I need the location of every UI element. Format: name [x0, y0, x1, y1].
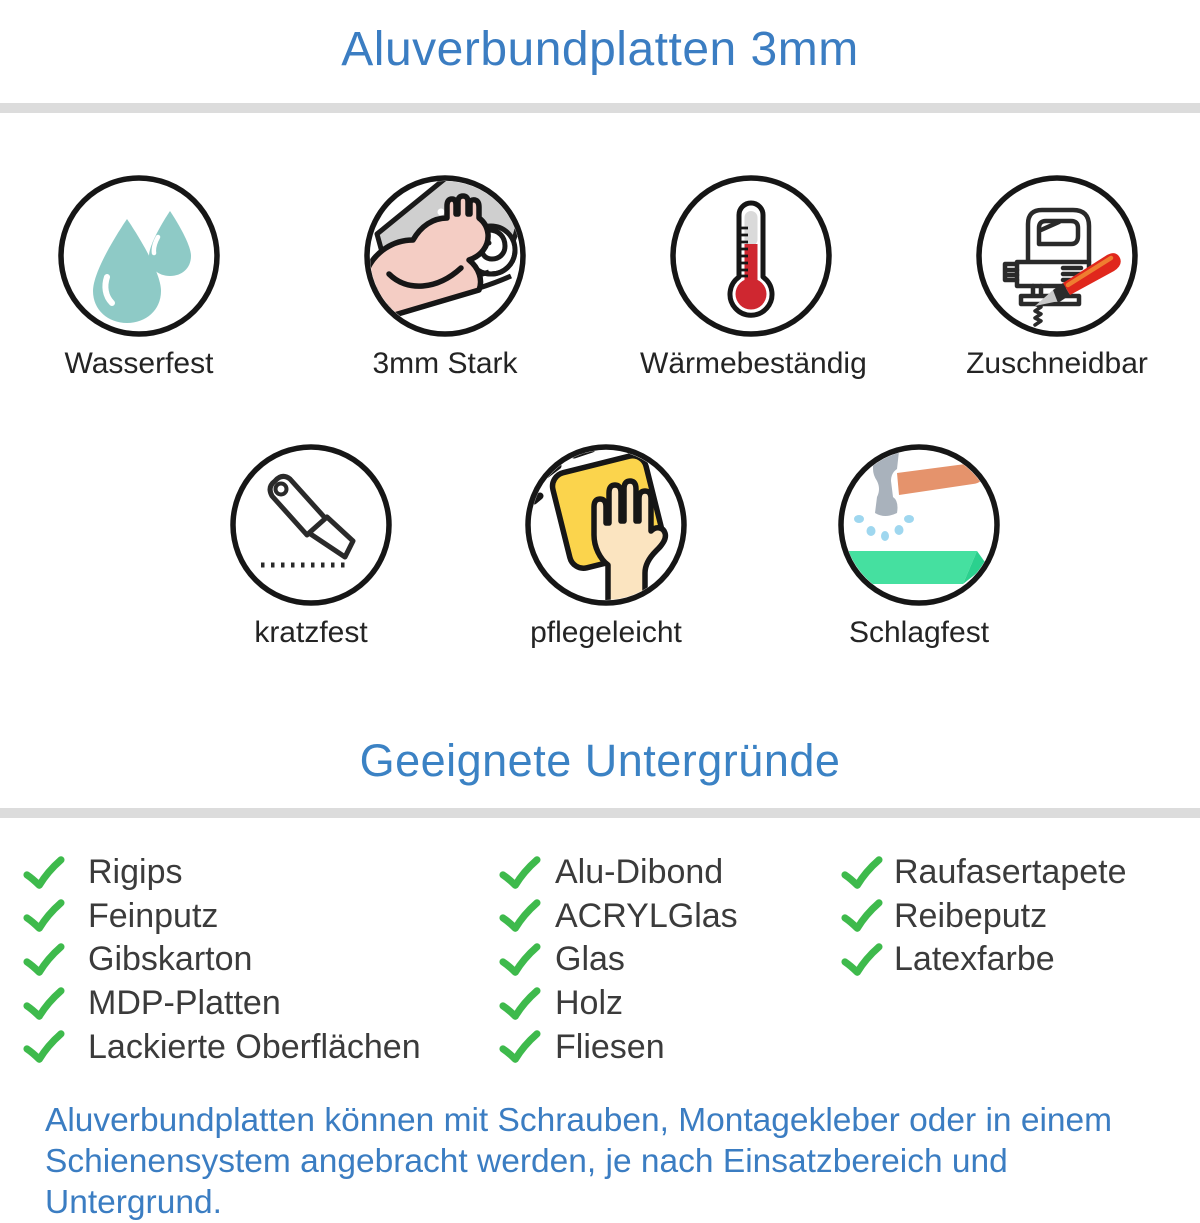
- page-title: Aluverbundplatten 3mm: [341, 23, 859, 76]
- feature-pflegeleicht: pflegeleicht: [495, 443, 717, 650]
- list-item: Rigips: [22, 851, 421, 895]
- hammer-impact-icon: [838, 444, 1000, 606]
- water-drops-icon: [58, 175, 220, 337]
- list-item: Alu-Dibond: [498, 851, 738, 895]
- feature-wasserfest: Wasserfest: [28, 174, 250, 381]
- section-title: Geeignete Untergründe: [359, 735, 841, 786]
- substrate-label: Lackierte Oberflächen: [88, 1027, 421, 1066]
- substrate-label: Holz: [555, 984, 624, 1023]
- utility-knife-icon: [230, 444, 392, 606]
- flexed-arm-roll-icon: [364, 175, 526, 337]
- list-item: Reibeputz: [840, 895, 1127, 939]
- checkmark-icon: [841, 856, 883, 889]
- footer-line-2: Schienensystem angebracht werden, je nac…: [45, 1143, 1008, 1221]
- checkmark-icon: [841, 943, 883, 976]
- feature-zuschneidbar: Zuschneidbar: [946, 174, 1168, 381]
- substrate-column-3: Raufasertapete Reibeputz Latexfarbe: [840, 851, 1127, 982]
- list-item: Gibskarton: [22, 938, 421, 982]
- list-item: Fliesen: [498, 1025, 738, 1069]
- checkmark-icon: [23, 943, 65, 976]
- list-item: MDP-Platten: [22, 982, 421, 1026]
- list-item: Raufasertapete: [840, 851, 1127, 895]
- feature-schlagfest: Schlagfest: [808, 443, 1030, 650]
- substrate-label: Feinputz: [88, 896, 219, 935]
- substrate-label: Alu-Dibond: [555, 853, 724, 892]
- footer-note: Aluverbundplatten können mit Schrauben, …: [45, 1100, 1175, 1223]
- substrate-column-2: Alu-Dibond ACRYLGlas Glas Holz Fliesen: [498, 851, 738, 1069]
- substrate-column-1: Rigips Feinputz Gibskarton MDP-Platten L…: [22, 851, 421, 1069]
- substrate-label: Glas: [555, 940, 625, 979]
- substrate-label: ACRYLGlas: [555, 896, 738, 935]
- feature-label: Wärmebeständig: [640, 347, 867, 380]
- feature-kratzfest: kratzfest: [200, 443, 422, 650]
- feature-label: Zuschneidbar: [966, 347, 1148, 380]
- checkmark-icon: [841, 899, 883, 933]
- feature-label: Wasserfest: [64, 347, 214, 380]
- checkmark-icon: [23, 856, 65, 889]
- feature-label: 3mm Stark: [372, 347, 518, 380]
- feature-3mm-stark: 3mm Stark: [334, 174, 556, 381]
- checkmark-icon: [23, 1030, 65, 1063]
- list-item: ACRYLGlas: [498, 895, 738, 939]
- hand-cloth-icon: [525, 444, 687, 606]
- checkmark-icon: [499, 856, 541, 889]
- substrate-label: Fliesen: [555, 1027, 665, 1066]
- checkmark-icon: [499, 986, 541, 1020]
- feature-waermebestaendig: Wärmebeständig: [640, 174, 867, 381]
- checkmark-icon: [499, 1030, 541, 1063]
- substrate-label: Gibskarton: [88, 940, 253, 979]
- checkmark-icon: [23, 986, 65, 1020]
- footer-line-1: Aluverbundplatten können mit Schrauben, …: [45, 1102, 1113, 1139]
- list-item: Latexfarbe: [840, 938, 1127, 982]
- feature-label: pflegeleicht: [530, 616, 682, 649]
- list-item: Lackierte Oberflächen: [22, 1025, 421, 1069]
- list-item: Holz: [498, 982, 738, 1026]
- jigsaw-cutter-icon: [976, 175, 1138, 337]
- list-item: Glas: [498, 938, 738, 982]
- checkmark-icon: [499, 899, 541, 933]
- substrate-label: Raufasertapete: [894, 853, 1127, 892]
- feature-label: Schlagfest: [848, 616, 990, 649]
- feature-label: kratzfest: [254, 616, 368, 649]
- checkmark-icon: [23, 899, 65, 933]
- thermometer-icon: [670, 175, 832, 337]
- substrate-label: MDP-Platten: [88, 984, 281, 1023]
- substrate-label: Latexfarbe: [894, 940, 1055, 979]
- checkmark-icon: [499, 943, 541, 976]
- divider: [0, 103, 1200, 113]
- divider: [0, 808, 1200, 818]
- list-item: Feinputz: [22, 895, 421, 939]
- substrate-label: Rigips: [88, 853, 183, 892]
- substrate-label: Reibeputz: [894, 896, 1048, 935]
